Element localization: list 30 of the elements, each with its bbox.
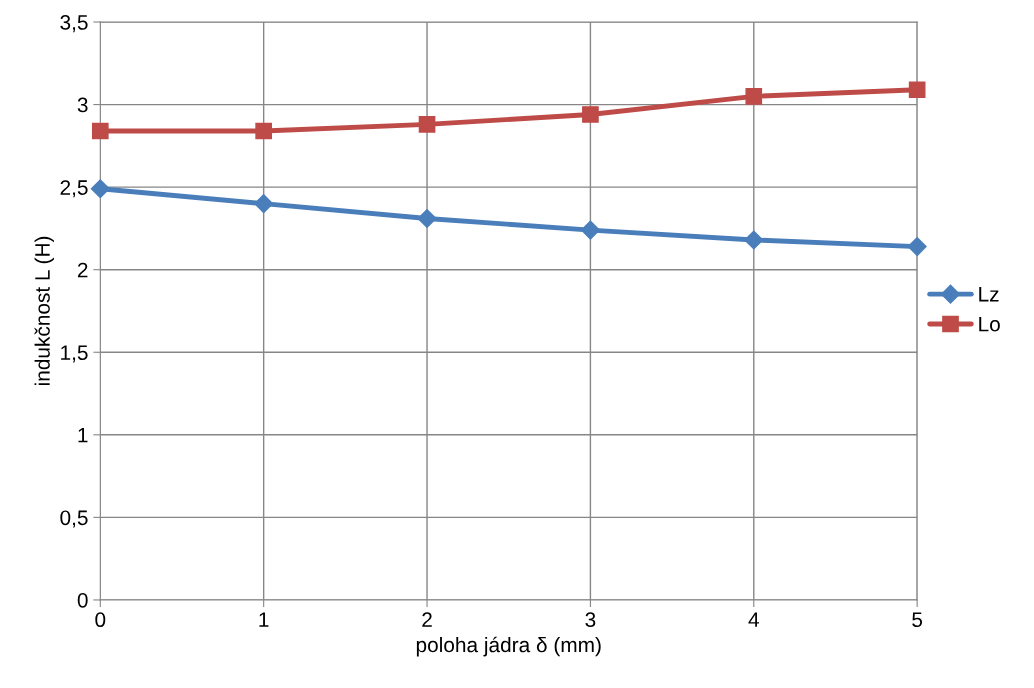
- y-tick-label: 3: [77, 97, 88, 113]
- point: [90, 179, 110, 199]
- x-tick-label: 1: [259, 612, 269, 627]
- point: [417, 208, 437, 229]
- y-tick-label: 2,5: [60, 180, 88, 198]
- y-tick-label: 2: [77, 262, 88, 278]
- legend-label: Lo: [979, 316, 1000, 332]
- x-tick-label: 4: [748, 612, 759, 627]
- x-tick-label: 0: [95, 612, 106, 628]
- point: [908, 81, 926, 99]
- y-tick-label: 1: [78, 428, 88, 443]
- x-tick-label: 3: [585, 612, 596, 628]
- y-tick-label: 1,5: [61, 345, 88, 363]
- y-tick-label: 0,5: [60, 510, 88, 528]
- point: [745, 87, 763, 105]
- point: [744, 230, 764, 250]
- x-tick-label: 5: [912, 612, 923, 628]
- y-tick-label: 3,5: [60, 15, 88, 33]
- point: [418, 116, 436, 133]
- x-tick-label: 2: [422, 612, 432, 627]
- y-axis-title: indukčnost L (H): [34, 236, 54, 386]
- point: [907, 237, 927, 257]
- x-axis-title: poloha jádra δ (mm): [416, 636, 601, 657]
- point: [582, 106, 599, 123]
- point: [254, 194, 274, 214]
- legend-label: Lz: [979, 287, 999, 302]
- y-tick-label: 0: [77, 592, 88, 608]
- point: [580, 220, 600, 240]
- point: [255, 122, 273, 140]
- point: [91, 122, 109, 140]
